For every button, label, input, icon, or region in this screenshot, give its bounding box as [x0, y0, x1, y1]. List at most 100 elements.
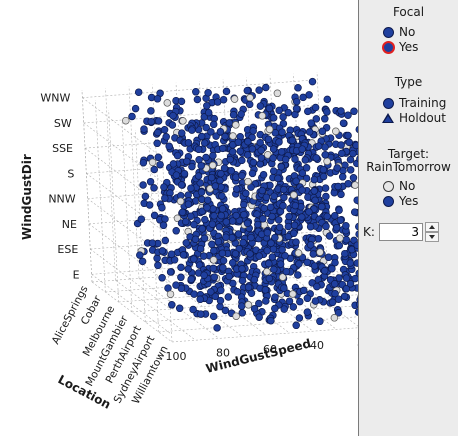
data-point — [272, 294, 279, 301]
data-point — [250, 159, 257, 166]
data-point — [347, 167, 354, 174]
data-point — [347, 280, 354, 287]
data-point — [266, 105, 273, 112]
data-point — [248, 234, 255, 241]
data-point — [245, 178, 252, 185]
data-point — [235, 139, 242, 146]
data-point — [278, 163, 285, 170]
data-point — [241, 211, 248, 218]
data-point — [245, 301, 252, 308]
data-point — [177, 198, 184, 205]
data-point — [229, 148, 236, 155]
data-point — [345, 180, 352, 187]
data-point — [220, 96, 227, 103]
data-point — [230, 133, 237, 140]
data-point — [176, 305, 183, 312]
data-point — [331, 314, 338, 321]
data-point — [149, 159, 156, 166]
data-point — [250, 127, 257, 134]
spinner-up-icon[interactable] — [425, 222, 439, 232]
data-point — [162, 237, 169, 244]
data-point — [293, 239, 300, 246]
k-control: K: — [363, 221, 439, 243]
data-point — [321, 267, 328, 274]
legend-label: Yes — [399, 194, 418, 208]
data-point — [292, 156, 299, 163]
data-point — [136, 252, 143, 259]
data-point — [341, 250, 348, 257]
data-point — [321, 115, 328, 122]
data-point — [233, 186, 240, 193]
data-point — [299, 187, 306, 194]
data-point — [265, 260, 272, 267]
data-point — [307, 223, 314, 230]
data-point — [293, 178, 300, 185]
data-point — [157, 161, 164, 168]
data-point — [173, 172, 180, 179]
data-point — [310, 251, 317, 258]
data-point — [226, 273, 233, 280]
data-point — [195, 173, 202, 180]
data-point — [204, 197, 211, 204]
data-point — [246, 101, 253, 108]
data-point — [167, 269, 174, 276]
data-point — [217, 128, 224, 135]
data-point — [338, 150, 345, 157]
data-point — [220, 264, 227, 271]
data-point — [162, 216, 169, 223]
legend-type-title: Type — [359, 75, 458, 89]
data-point — [320, 173, 327, 180]
data-point — [219, 250, 226, 257]
k-input[interactable] — [379, 223, 423, 241]
data-point — [300, 94, 307, 101]
data-point — [210, 121, 217, 128]
data-point — [217, 177, 224, 184]
scatter-3d-chart[interactable]: EESENENNWSSSESWWNW100806040200AliceSprin… — [0, 0, 358, 436]
data-point — [219, 193, 226, 200]
data-point — [281, 285, 288, 292]
data-point — [151, 185, 158, 192]
data-point — [345, 112, 352, 119]
data-point — [306, 129, 313, 136]
data-point — [280, 186, 287, 193]
data-points — [122, 78, 358, 331]
data-point — [270, 155, 277, 162]
data-point — [299, 146, 306, 153]
data-point — [257, 161, 264, 168]
spinner-down-icon[interactable] — [425, 232, 439, 242]
data-point — [218, 212, 225, 219]
data-point — [146, 202, 153, 209]
data-point — [226, 120, 233, 127]
data-point — [278, 148, 285, 155]
legend-target-no: No — [381, 178, 415, 194]
data-point — [209, 221, 216, 228]
data-point — [256, 87, 263, 94]
data-point — [295, 84, 302, 91]
data-point — [154, 129, 161, 136]
data-point — [178, 264, 185, 271]
data-point — [258, 147, 265, 154]
data-point — [239, 309, 246, 316]
legend-focal-yes: Yes — [381, 39, 418, 55]
data-point — [219, 205, 226, 212]
data-point — [183, 158, 190, 165]
data-point — [331, 280, 338, 287]
data-point — [154, 95, 161, 102]
data-point — [185, 201, 192, 208]
data-point — [317, 249, 324, 256]
data-point — [294, 272, 301, 279]
data-point — [337, 217, 344, 224]
data-point — [187, 213, 194, 220]
data-point — [304, 259, 311, 266]
data-point — [335, 296, 342, 303]
data-point — [324, 109, 331, 116]
data-point — [210, 247, 217, 254]
legend-focal-no: No — [381, 24, 415, 40]
plot-area[interactable]: EESENENNWSSSESWWNW100806040200AliceSprin… — [0, 0, 358, 436]
data-point — [154, 255, 161, 262]
y-tick-label: ESE — [57, 243, 78, 256]
y-tick-label: WNW — [40, 92, 70, 105]
data-point — [135, 89, 142, 96]
data-point — [333, 224, 340, 231]
data-point — [197, 245, 204, 252]
